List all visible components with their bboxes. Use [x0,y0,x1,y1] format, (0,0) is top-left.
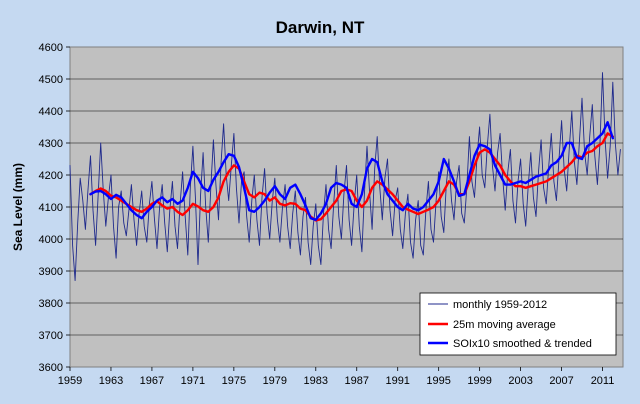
y-tick-label: 4100 [39,202,63,214]
legend-box [419,292,617,356]
legend-label-monthly: monthly 1959-2012 [453,299,547,311]
series-monthly-line [69,72,621,282]
legend-label-moving-average: 25m moving average [453,319,556,331]
series-moving-average-line [89,132,614,222]
y-tick-label: 3700 [39,330,63,342]
series-soi-line [89,120,614,222]
legend-label-soi: SOIx10 smoothed & trended [453,338,592,350]
x-tick-label: 1959 [58,375,82,387]
x-tick-label: 1979 [263,375,287,387]
y-axis-ticks: 3600 3700 3800 3900 4000 4100 4200 4300 4400 4500… [39,42,70,374]
x-tick-label: 1999 [467,375,491,387]
x-axis-ticks: 1959 1963 1967 1971 1975 1979 1983 1987 1991 1995… [58,367,615,387]
y-tick-label: 3800 [39,298,63,310]
x-tick-label: 2011 [591,375,615,387]
y-tick-label: 4000 [39,234,63,246]
x-tick-label: 1983 [304,375,328,387]
legend: monthly 1959-2012 25m moving average SOI… [419,292,617,356]
chart-series [69,72,621,282]
y-tick-label: 4500 [39,74,63,86]
chart-title: Darwin, NT [276,18,365,37]
y-tick-label: 4300 [39,138,63,150]
x-tick-label: 1963 [99,375,123,387]
x-tick-label: 1991 [385,375,409,387]
y-tick-label: 4200 [39,170,63,182]
x-tick-label: 1971 [181,375,205,387]
y-tick-label: 4600 [39,42,63,54]
y-axis-label: Sea Level (mm) [11,163,25,251]
y-tick-label: 3900 [39,266,63,278]
x-tick-label: 2007 [549,375,573,387]
x-tick-label: 1967 [140,375,164,387]
x-tick-label: 1987 [344,375,368,387]
y-tick-label: 3600 [39,362,63,374]
x-tick-label: 1995 [426,375,450,387]
y-tick-label: 4400 [39,106,63,118]
x-tick-label: 1975 [222,375,246,387]
x-tick-label: 2003 [508,375,532,387]
